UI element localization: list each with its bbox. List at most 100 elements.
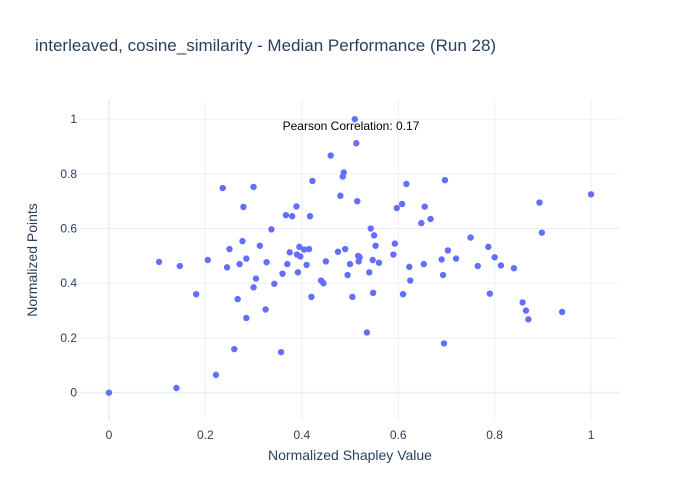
data-point [370,232,378,239]
data-point [294,269,302,276]
data-point [219,184,226,192]
data-point [303,261,310,269]
data-point [297,253,304,260]
y-axis-label: Normalized Points [24,203,40,317]
data-point [486,290,494,297]
data-point [263,258,270,266]
data-point [407,277,414,284]
data-point [286,249,293,256]
data-point [262,306,269,313]
y-tick-label: 0.4 [60,276,77,290]
data-point [391,240,399,247]
y-tick-label: 0.2 [60,331,77,345]
x-tick-label: 0 [106,428,113,442]
data-point [284,260,291,268]
data-point [390,251,397,258]
data-point [485,243,492,251]
data-point [525,316,532,323]
data-point [474,262,481,270]
x-tick-label: 0.6 [390,428,407,442]
x-axis-label: Normalized Shapley Value [268,447,432,463]
data-point [223,264,231,271]
data-point [288,213,296,220]
data-point [441,176,449,184]
data-point [282,211,290,219]
data-point [439,271,447,279]
data-point [406,263,413,271]
data-point [320,280,327,287]
data-point [293,203,300,210]
data-point [538,229,546,236]
data-point [421,203,428,210]
data-point [366,269,373,276]
data-point [226,245,233,253]
data-point [250,183,257,191]
gridlines [80,100,620,420]
data-point [296,243,303,251]
data-point [327,152,334,159]
y-tick-label: 1 [70,112,77,126]
data-point [403,180,410,188]
data-point [239,237,246,245]
data-point [268,226,275,233]
data-points [105,115,595,396]
y-tick-label: 0.6 [60,222,77,236]
data-point [420,260,427,268]
data-point [375,259,383,266]
data-point [522,307,530,314]
data-point [427,215,434,223]
data-point [467,234,474,241]
data-point [440,340,448,347]
data-point [105,389,113,396]
data-point [231,345,238,353]
data-point [398,200,406,208]
data-point [277,348,285,356]
data-point [356,254,363,261]
data-point [536,199,543,206]
data-point [155,258,163,266]
data-point [309,177,316,185]
x-tick-label: 0.2 [197,428,214,442]
data-point [176,262,184,270]
data-point [300,246,308,253]
data-point [372,242,379,249]
data-point [351,115,359,123]
y-tick-labels: 0 0.2 0.4 0.6 0.8 1 [60,112,77,400]
data-point [558,308,566,316]
x-tick-label: 1 [588,428,595,442]
data-point [491,254,498,261]
x-tick-labels: 0 0.2 0.4 0.6 0.8 1 [106,428,595,442]
data-point [354,197,361,205]
data-point [334,248,342,255]
x-tick-label: 0.8 [486,428,503,442]
y-tick-label: 0.8 [60,167,77,181]
data-point [252,275,260,282]
data-point [418,219,425,227]
data-point [369,256,376,264]
data-point [240,203,247,211]
data-point [192,290,200,298]
data-point [204,256,211,264]
data-point [236,260,243,268]
y-tick-label: 0 [70,386,77,400]
data-point [337,192,344,199]
data-point [173,384,180,392]
data-point [497,262,505,269]
data-point [256,242,264,249]
x-tick-label: 0.4 [293,428,310,442]
data-point [243,314,250,322]
data-point [367,225,374,232]
data-point [444,247,452,254]
data-point [308,293,315,301]
data-point [279,270,286,277]
data-point [344,271,351,279]
data-point [519,299,526,306]
data-point [212,371,220,379]
pearson-annotation: Pearson Correlation: 0.17 [283,119,420,133]
data-point [587,191,595,198]
data-point [452,255,460,262]
data-point [305,245,313,253]
data-point [363,329,371,336]
